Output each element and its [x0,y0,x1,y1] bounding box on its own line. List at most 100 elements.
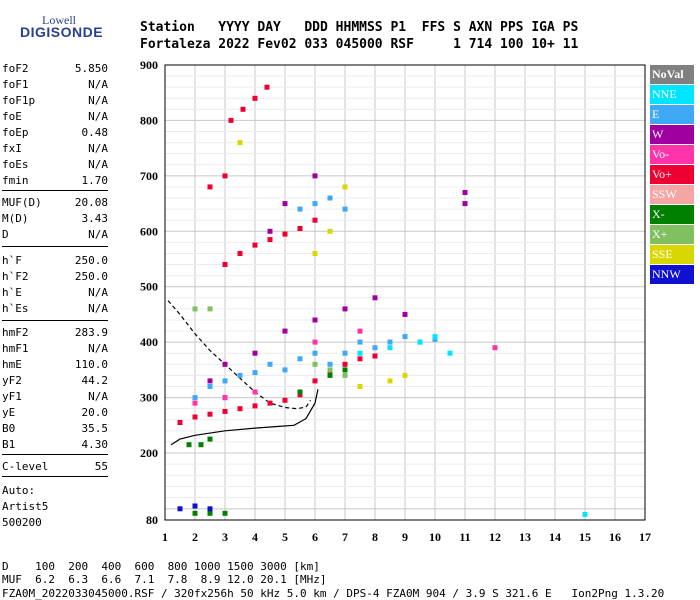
param-label: C-level [2,460,49,473]
echo-point-vo [207,184,213,190]
echo-point-w [342,306,348,312]
distance-row: D 100 200 400 600 800 1000 1500 3000 [km… [2,560,320,573]
param-row-hmf1: hmF1 N/A [2,342,108,356]
x-tick-label: 11 [459,530,470,544]
echo-point-x [222,510,228,516]
echo-point-vo [240,106,246,112]
echo-point-w [312,317,318,323]
param-label: foF1 [2,78,29,91]
param-value: N/A [88,94,108,107]
param-row-d: D N/A [2,228,108,242]
param-label: hmF2 [2,326,29,339]
digisonde-logo-text: DIGISONDE [20,24,104,40]
station-header-labels: Station YYYY DAY DDD HHMMSS P1 FFS S AXN… [140,20,579,35]
echo-point-e [327,361,333,367]
param-separator [2,476,108,477]
echo-point-w [267,228,273,234]
param-row-muf-d-: MUF(D) 20.08 [2,196,108,210]
param-label: foEs [2,158,29,171]
param-separator [2,190,108,191]
echo-point-e [192,395,198,401]
legend-item-nne: NNE [650,85,694,104]
y-tick-label: 80 [146,513,158,527]
echo-point-w [372,295,378,301]
param-value: 250.0 [74,254,108,267]
x-tick-label: 3 [222,530,228,544]
x-tick-label: 2 [192,530,198,544]
echo-point-x [312,361,318,367]
param-value: 20.08 [74,196,108,209]
param-row-m-d-: M(D) 3.43 [2,212,108,226]
x-tick-label: 10 [429,530,441,544]
echo-point-sse [342,184,348,190]
x-tick-label: 4 [252,530,258,544]
param-label: fmin [2,174,29,187]
echo-point-x [207,436,213,442]
echo-points [177,84,588,517]
echo-point-vo [327,370,333,376]
param-row-fof1: foF1 N/A [2,78,108,92]
echo-point-vo [222,173,228,179]
echo-point-e [282,367,288,373]
param-label: yE [2,406,16,419]
echo-point-nne [447,350,453,356]
echo-point-x [198,442,204,448]
legend-item-x: X- [650,205,694,224]
echo-point-x [342,372,348,378]
echo-point-w [282,328,288,334]
echo-point-e [237,372,243,378]
x-tick-label: 17 [639,530,651,544]
echo-point-vo [222,408,228,414]
echo-point-e [432,336,438,342]
echo-point-vo [264,84,270,90]
param-value: N/A [88,142,108,155]
param-value: N/A [88,286,108,299]
echo-point-vo [297,392,303,398]
y-tick-label: 700 [140,169,158,183]
echo-point-vo [207,411,213,417]
param-value: N/A [88,228,108,241]
echo-point-vo [237,406,243,412]
profile-dashed-line [167,300,311,410]
echo-point-e [312,350,318,356]
echo-point-x [192,510,198,516]
echo-point-nne [432,334,438,340]
echo-point-e [267,361,273,367]
echo-point-x [327,372,333,378]
param-label: foE [2,110,22,123]
file-info-line: FZA0M_2022033045000.RSF / 320fx256h 50 k… [2,587,665,600]
y-tick-label: 200 [140,446,158,460]
param-row-h-es: h`Es N/A [2,302,108,316]
param-value: 283.9 [74,326,108,339]
y-tick-label: 600 [140,224,158,238]
x-tick-label: 15 [579,530,591,544]
echo-point-vo [222,262,228,267]
echo-point-x [342,367,348,373]
param-separator [2,454,108,455]
echo-point-e [222,378,228,384]
x-tick-label: 12 [489,530,501,544]
echo-point-vo [312,217,318,223]
echo-point-w [462,190,468,195]
echo-point-vo [177,420,183,425]
echo-point-vo [297,226,303,231]
lowell-logo-text: Lowell [42,13,76,27]
muf-row: MUF 6.2 6.3 6.6 7.1 7.8 8.9 12.0 20.1 [M… [2,573,327,586]
echo-point-x [207,510,213,516]
echo-point-vo [372,353,378,359]
echo-point-sse [237,140,243,146]
param-row-c-level: C-level 55 [2,460,108,474]
param-label: B1 [2,438,16,451]
x-tick-label: 5 [282,530,288,544]
param-label: fxI [2,142,22,155]
param-row-ye: yE 20.0 [2,406,108,420]
echo-point-vo [267,400,273,406]
param-label: M(D) [2,212,29,225]
param-row-foes: foEs N/A [2,158,108,172]
auto-label: Auto: [2,484,36,497]
plot-frame [164,64,646,521]
x-tick-label: 16 [609,530,621,544]
echo-point-vo [252,95,258,101]
param-value: 3.43 [81,212,109,225]
echo-point-x [207,306,213,312]
